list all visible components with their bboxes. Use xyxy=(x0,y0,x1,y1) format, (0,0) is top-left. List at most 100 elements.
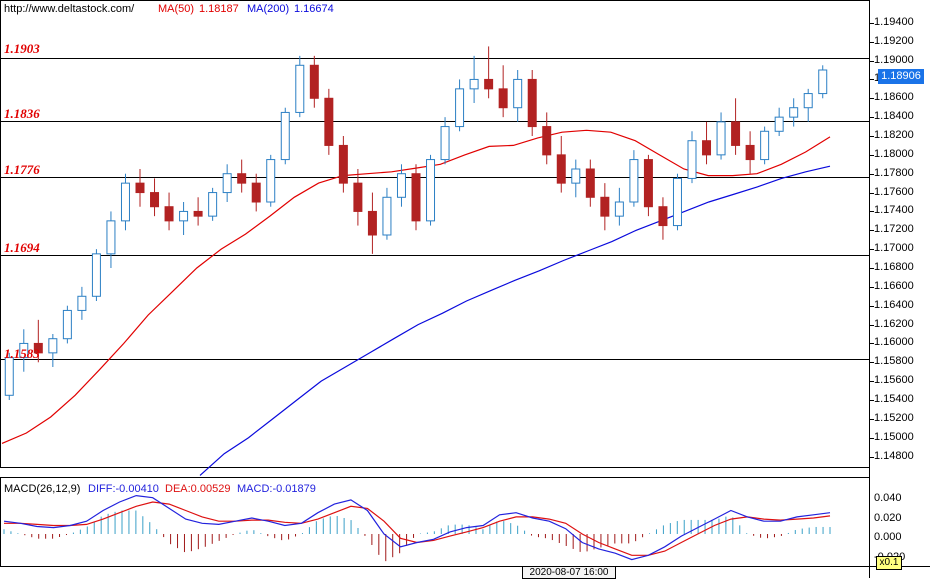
candle-body xyxy=(469,78,479,90)
y-tick-label: 1.16800 xyxy=(874,261,914,273)
candle-body xyxy=(164,206,174,222)
candle-body xyxy=(702,140,712,156)
zoom-indicator[interactable]: x0.1 xyxy=(876,556,902,570)
candlesticks xyxy=(4,46,828,400)
crosshair-date-label: 2020-08-07 16:00 xyxy=(522,566,616,579)
candle-body xyxy=(309,64,319,99)
y-tick-mark xyxy=(870,42,874,43)
macd-tick-label: 0.040 xyxy=(874,492,902,504)
y-tick-label: 1.17800 xyxy=(874,166,914,179)
y-tick-label: 1.19000 xyxy=(874,53,914,66)
y-tick-label: 1.17200 xyxy=(874,223,914,236)
y-tick-mark xyxy=(870,457,874,458)
macd-diff-line xyxy=(3,494,831,561)
y-tick-mark xyxy=(870,79,874,80)
y-tick-label: 1.18400 xyxy=(874,110,914,123)
y-tick-label: 1.17600 xyxy=(874,185,914,198)
level-label: 1.1903 xyxy=(4,41,40,56)
candle-body xyxy=(295,64,305,113)
y-tick-mark xyxy=(870,193,874,194)
y-tick-label: 1.14800 xyxy=(874,449,914,462)
y-tick-label: 1.19200 xyxy=(874,34,914,47)
candle-body xyxy=(455,88,465,128)
y-tick-label: 1.16000 xyxy=(874,336,914,349)
site-url[interactable]: http://www.deltastock.com/ xyxy=(4,3,135,15)
y-tick-mark xyxy=(870,117,874,118)
y-tick-mark xyxy=(870,343,874,344)
candle-body xyxy=(280,111,290,161)
candle-body xyxy=(513,78,523,109)
candle-body xyxy=(731,121,741,146)
y-tick-mark xyxy=(870,98,874,99)
candle-body xyxy=(716,121,726,156)
y-tick-mark xyxy=(870,249,874,250)
candle-body xyxy=(629,159,639,203)
candle-body xyxy=(91,253,101,297)
ma50-label: MA(50) xyxy=(158,3,195,15)
macd-dea-label: DEA:0.00529 xyxy=(165,483,231,495)
y-tick-label: 1.15000 xyxy=(874,430,914,443)
y-tick-label: 1.19400 xyxy=(874,15,914,28)
candle-body xyxy=(426,159,436,222)
candle-body xyxy=(484,78,494,90)
candle-body xyxy=(600,196,610,217)
candle-body xyxy=(585,168,595,198)
candle-body xyxy=(571,168,581,184)
candle-body xyxy=(527,78,537,128)
candle-body xyxy=(396,173,406,198)
y-tick-mark xyxy=(870,419,874,420)
candle-body xyxy=(411,173,421,222)
y-tick-mark xyxy=(870,325,874,326)
candle-body xyxy=(77,295,87,311)
ma50-value: 1.18187 xyxy=(199,3,239,15)
macd-panel xyxy=(3,494,831,562)
candle-body xyxy=(745,144,755,161)
candle-body xyxy=(614,201,624,217)
macd-tick-label: 0.020 xyxy=(874,512,902,524)
y-tick-label: 1.16400 xyxy=(874,298,914,311)
candle-body xyxy=(803,93,813,109)
y-tick-label: 1.15200 xyxy=(874,411,914,424)
y-tick-label: 1.17400 xyxy=(874,204,914,217)
y-tick-label: 1.18200 xyxy=(874,129,914,141)
macd-value-label: MACD:-0.01879 xyxy=(237,483,316,495)
candle-body xyxy=(687,140,697,179)
candle-body xyxy=(818,69,828,95)
ma200-value: 1.16674 xyxy=(294,3,334,15)
candle-body xyxy=(251,182,261,203)
candle-body xyxy=(193,210,203,217)
y-tick-mark xyxy=(870,438,874,439)
y-tick-label: 1.16200 xyxy=(874,317,914,330)
ma200-series xyxy=(199,165,831,476)
candle-body xyxy=(382,196,392,236)
macd-tick-label: 0.000 xyxy=(874,531,902,543)
candle-body xyxy=(150,192,160,208)
candle-body xyxy=(237,173,247,184)
candle-body xyxy=(33,342,43,354)
candle-body xyxy=(4,357,14,396)
candle-body xyxy=(120,182,130,222)
candle-body xyxy=(658,206,668,227)
y-tick-mark xyxy=(870,362,874,363)
level-label: 1.1583 xyxy=(4,346,40,361)
y-tick-label: 1.17000 xyxy=(874,242,914,255)
candle-body xyxy=(62,309,72,340)
level-label: 1.1836 xyxy=(4,106,40,121)
candle-body xyxy=(222,173,232,194)
candle-body xyxy=(48,338,58,354)
y-tick-mark xyxy=(870,211,874,212)
y-tick-mark xyxy=(870,230,874,231)
macd-diff-label: DIFF:-0.00410 xyxy=(88,483,159,495)
y-tick-mark xyxy=(870,136,874,137)
y-tick-mark xyxy=(870,287,874,288)
y-tick-mark xyxy=(870,174,874,175)
y-tick-mark xyxy=(870,400,874,401)
y-tick-label: 1.15400 xyxy=(874,393,914,405)
candle-body xyxy=(774,116,784,132)
level-label: 1.1776 xyxy=(4,162,40,177)
y-tick-label: 1.18000 xyxy=(874,147,914,160)
candle-body xyxy=(135,182,145,194)
candle-body xyxy=(106,220,116,255)
candle-body xyxy=(179,210,189,222)
